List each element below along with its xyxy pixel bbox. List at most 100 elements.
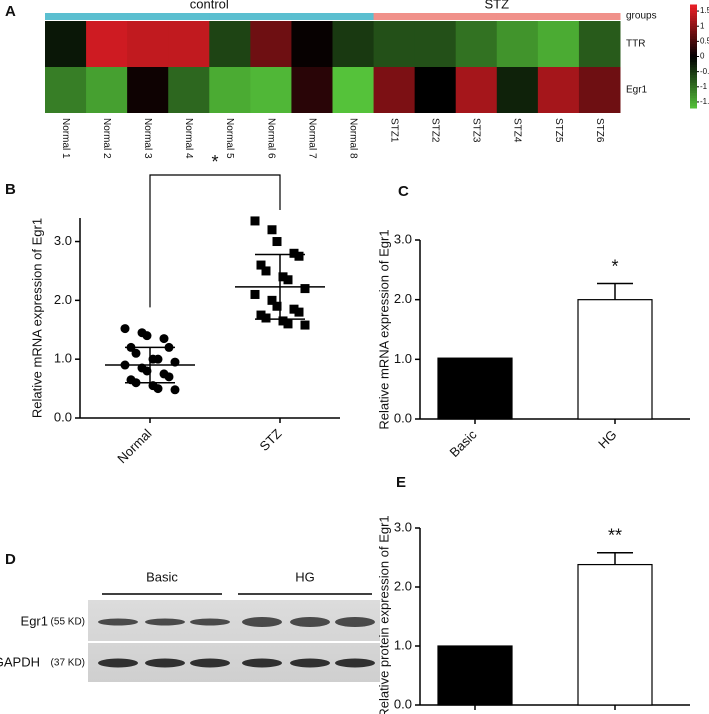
y-axis-label: Relative mRNA expression of Egr1: [376, 229, 391, 429]
data-point: [261, 266, 271, 276]
blot-group-label: Basic: [146, 569, 178, 584]
heat-cell: [578, 67, 621, 113]
blot-band: [242, 617, 282, 627]
heat-cell: [127, 67, 169, 113]
bar: [577, 299, 653, 420]
blot-band: [335, 658, 375, 668]
y-tick-label: 2.0: [394, 291, 412, 306]
colorbar-step: [690, 32, 697, 37]
heat-cell: [168, 67, 210, 113]
colorbar-step: [690, 63, 697, 68]
colorbar-tick-label: -1.5: [700, 97, 709, 106]
data-point: [153, 384, 163, 394]
data-point: [170, 385, 180, 395]
column-label: Normal 1: [60, 118, 71, 159]
colorbar-step: [690, 35, 697, 39]
group-bar: [578, 13, 621, 20]
group-bar: [373, 13, 416, 20]
group-bar: [168, 13, 210, 20]
group-bar: [127, 13, 169, 20]
colorbar-step: [690, 7, 697, 11]
data-point: [283, 319, 293, 329]
data-point: [142, 331, 152, 341]
column-label: Normal 4: [183, 118, 194, 159]
data-point: [164, 372, 174, 382]
colorbar-step: [690, 45, 697, 50]
colorbar-step: [690, 43, 697, 47]
blot-band: [335, 617, 375, 627]
colorbar-step: [690, 76, 697, 81]
data-point: [289, 248, 299, 258]
column-label: Normal 5: [224, 118, 235, 159]
y-tick-label: 2.0: [54, 292, 72, 307]
heat-cell: [168, 21, 210, 67]
blot-band: [190, 658, 230, 668]
data-point: [153, 354, 163, 364]
blot-band: [242, 658, 282, 668]
heat-cell: [209, 67, 251, 113]
blot-band: [98, 618, 138, 626]
heat-cell: [86, 67, 128, 113]
data-point: [294, 307, 304, 317]
data-point: [250, 216, 260, 226]
heat-cell: [332, 67, 375, 113]
bar: [437, 645, 513, 706]
colorbar-step: [690, 30, 697, 34]
colorbar-step: [690, 79, 697, 83]
colorbar-step: [690, 86, 697, 91]
heat-cell: [86, 21, 128, 67]
colorbar-tick-label: 0.5: [700, 36, 709, 45]
data-point: [159, 334, 169, 344]
heat-cell: [291, 21, 333, 67]
blot-band: [145, 618, 185, 626]
colorbar-tick-label: 1.5: [700, 6, 709, 15]
y-tick-label: 3.0: [394, 519, 412, 534]
column-label: STZ5: [553, 118, 564, 143]
colorbar-step: [690, 14, 697, 19]
data-point: [256, 310, 266, 320]
data-point: [267, 295, 277, 305]
blot-band: [190, 618, 230, 626]
heat-cell: [578, 21, 621, 67]
heat-cell: [496, 67, 539, 113]
data-point: [300, 320, 310, 330]
data-point: [261, 313, 271, 323]
heat-cell: [537, 21, 580, 67]
colorbar-step: [690, 58, 697, 63]
data-point: [250, 289, 260, 299]
colorbar-step: [690, 17, 697, 21]
colorbar-step: [690, 66, 697, 70]
data-point: [278, 272, 288, 282]
colorbar-step: [690, 94, 697, 99]
colorbar-step: [690, 92, 697, 96]
y-tick-label: 0.0: [394, 410, 412, 425]
heat-cell: [496, 21, 539, 67]
group-bar: [332, 13, 375, 20]
x-tick-label: Normal: [114, 426, 154, 466]
colorbar-step: [690, 37, 697, 42]
blot-row-size: (37 KD): [51, 658, 85, 669]
y-axis-label: Relative mRNA expression of Egr1: [29, 218, 44, 418]
colorbar-tick-label: -1: [700, 82, 708, 91]
blot-band: [98, 658, 138, 668]
x-tick-label: HG: [595, 713, 619, 714]
column-label: Normal 3: [142, 118, 153, 159]
blot-band: [290, 658, 330, 668]
heat-cell: [373, 67, 416, 113]
bar: [577, 563, 653, 706]
group-bar: [414, 13, 457, 20]
colorbar-step: [690, 81, 697, 86]
group-bar: [250, 13, 292, 20]
colorbar-step: [690, 68, 697, 73]
heat-cell: [250, 21, 292, 67]
blot-band: [290, 617, 330, 627]
heat-cell: [127, 21, 169, 67]
significance-bracket: [149, 174, 281, 308]
heat-cell: [414, 21, 457, 67]
panel-letter: C: [398, 183, 409, 200]
heat-cell: [250, 67, 292, 113]
column-label: Normal 8: [347, 118, 358, 159]
colorbar-step: [690, 84, 697, 88]
row-label: Egr1: [626, 85, 648, 96]
